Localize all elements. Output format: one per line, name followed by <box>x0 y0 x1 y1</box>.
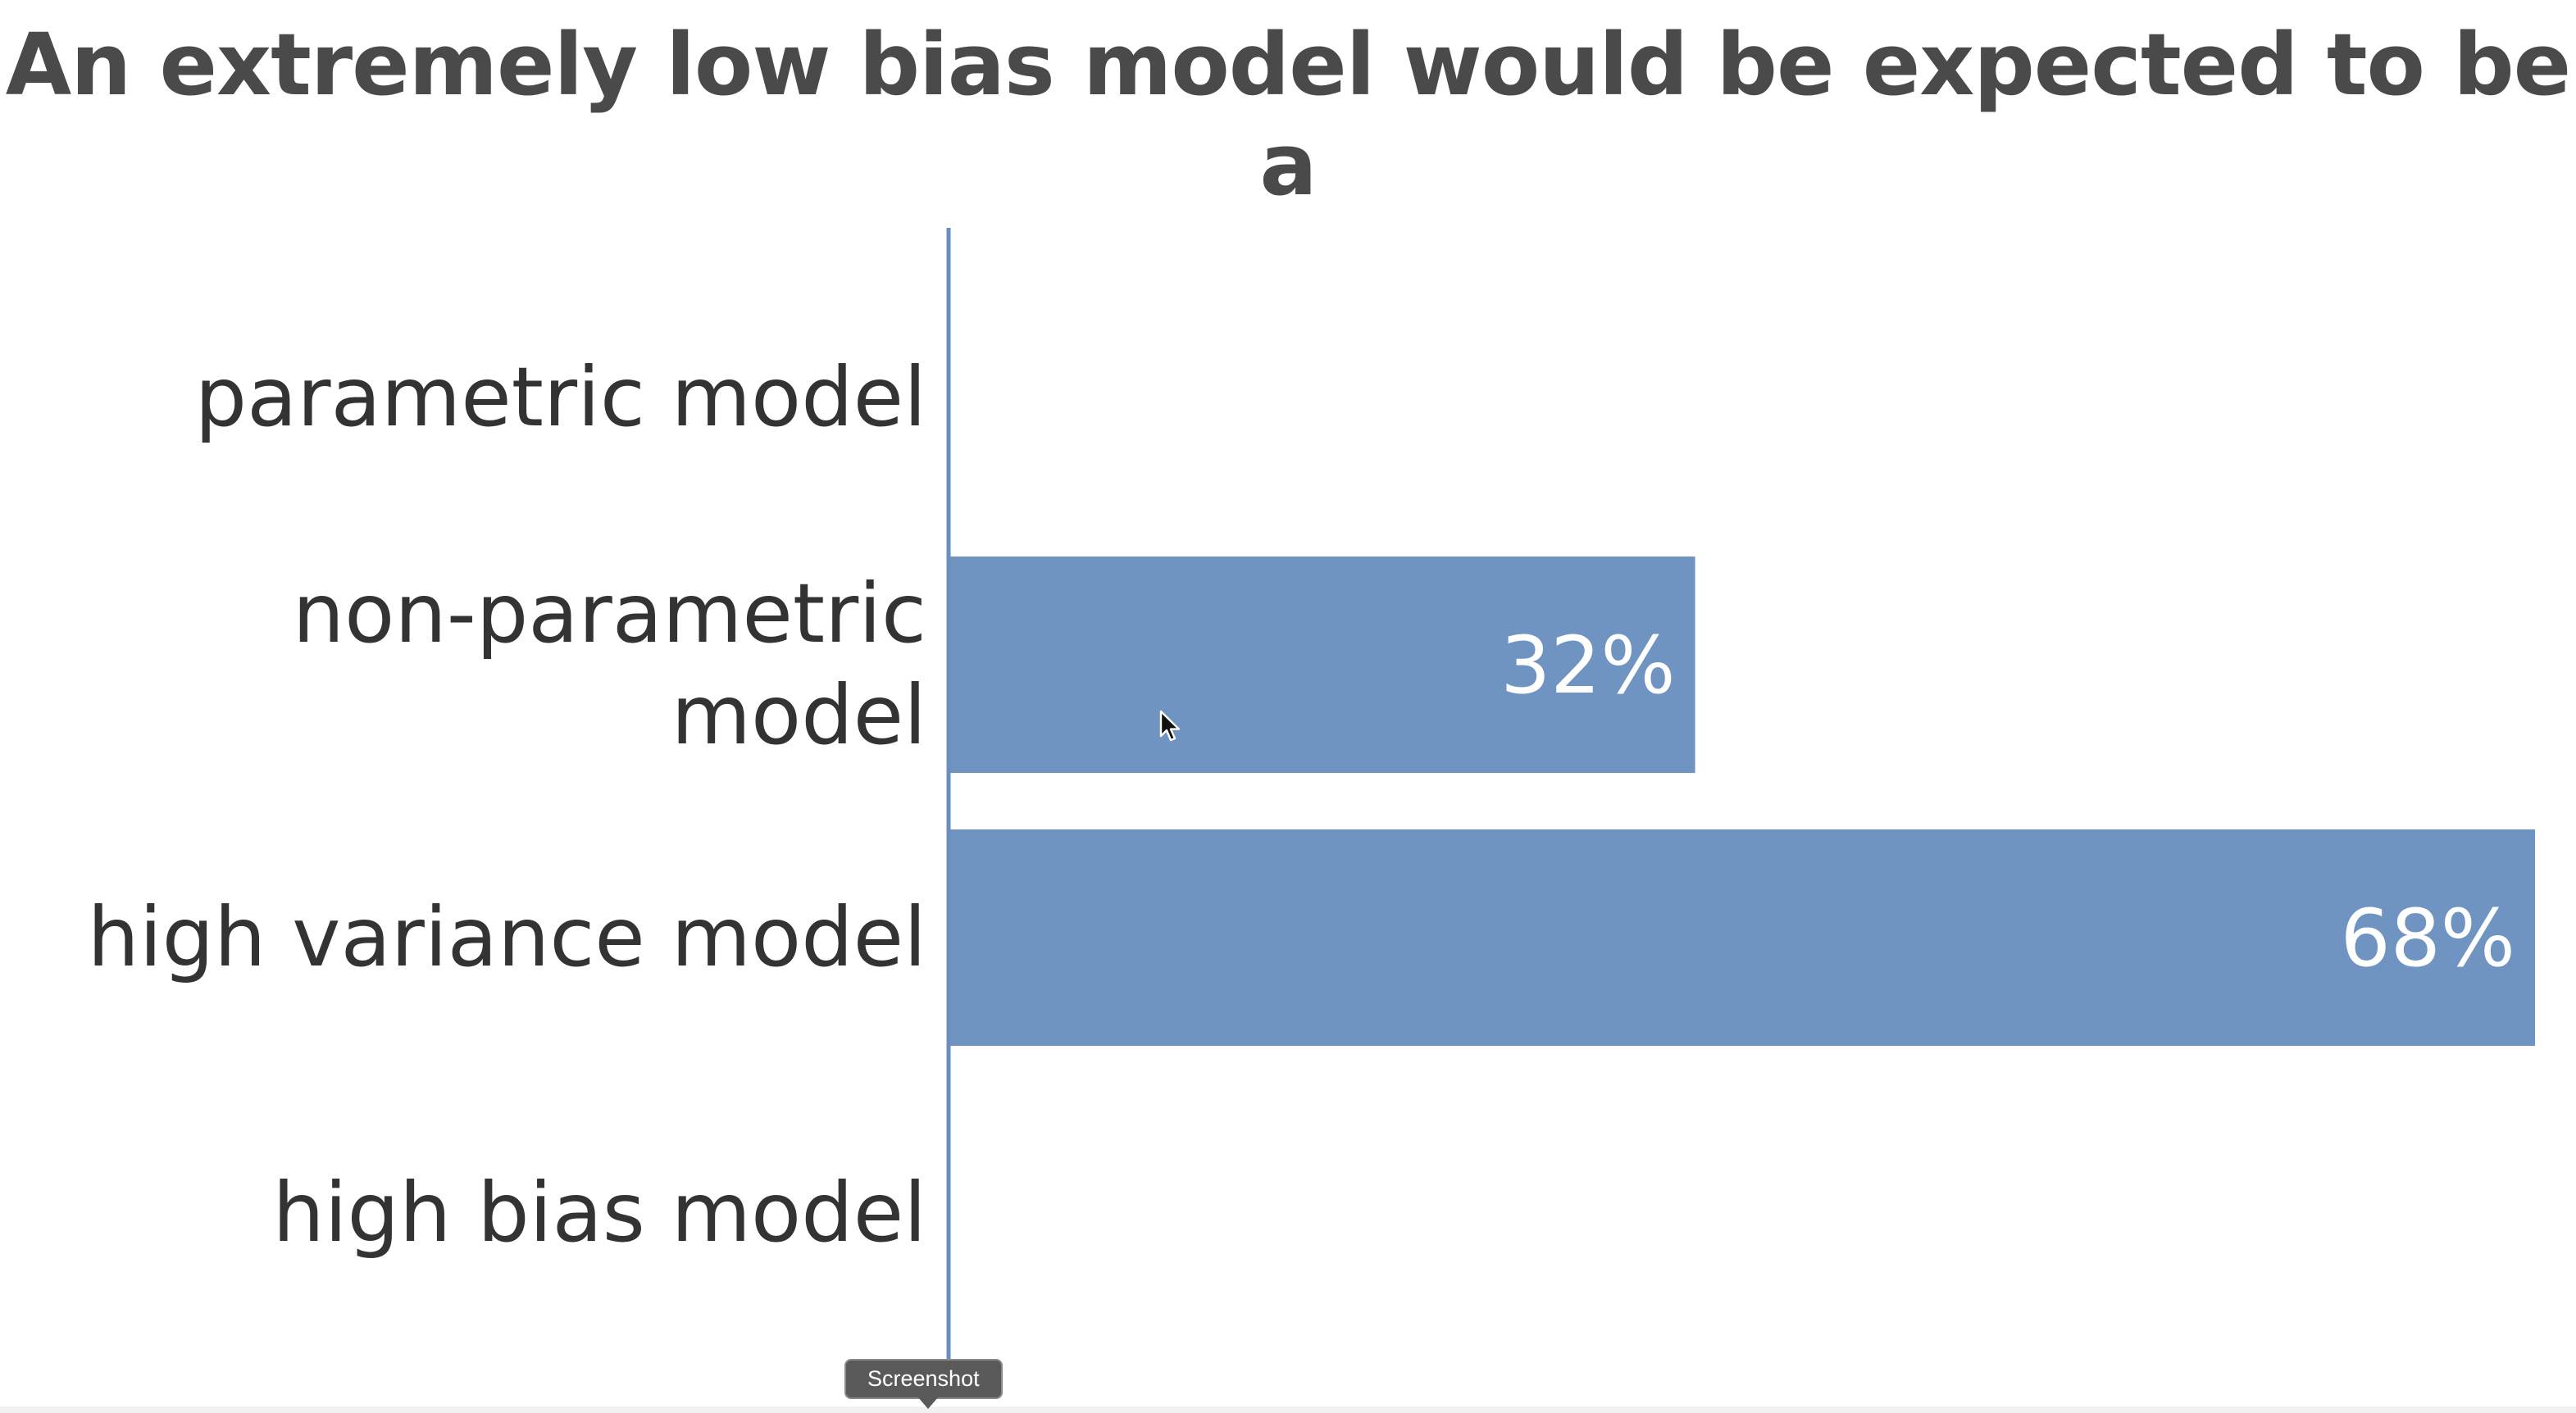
value-label-high-variance-model: 68% <box>2341 893 2515 984</box>
bar-non-parametric-model <box>949 557 1695 773</box>
bottom-toolbar-strip <box>0 1406 2576 1413</box>
category-label-high-bias-model: high bias model <box>272 1165 926 1261</box>
bar-high-variance-model <box>949 829 2535 1046</box>
category-label-high-variance-model: high variance model <box>88 889 927 985</box>
chart-title: An extremely low bias model would be exp… <box>5 15 2571 215</box>
value-label-non-parametric-model: 32% <box>1500 620 1675 711</box>
arrow-cursor-icon <box>1159 710 1181 742</box>
category-label-non-parametric-model: non-parametric model <box>293 566 926 763</box>
screenshot-tooltip: Screenshot <box>844 1359 1003 1409</box>
category-label-parametric-model: parametric model <box>195 349 926 445</box>
